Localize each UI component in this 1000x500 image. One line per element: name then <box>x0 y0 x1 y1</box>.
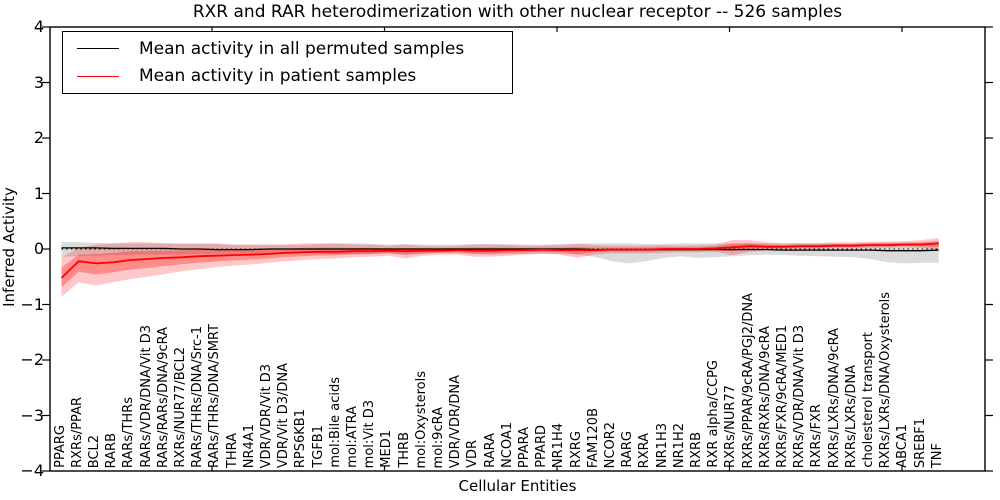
x-tick-label: RARs/RARs/DNA/9cRA <box>155 327 171 468</box>
y-tick-label: −1 <box>20 294 44 314</box>
y-tick-label: −3 <box>20 405 44 425</box>
x-tick-label: ABCA1 <box>895 424 911 468</box>
x-tick-label: mol:Vit D3 <box>362 399 378 468</box>
x-tick-label: NR4A1 <box>241 423 257 468</box>
x-tick-label: RXRs/NUR77/BCL2 <box>172 347 188 468</box>
legend-label-permuted: Mean activity in all permuted samples <box>139 38 465 59</box>
patient-mean-line <box>60 242 939 279</box>
permuted-mean-line <box>61 247 939 252</box>
x-tick-label: RXRs/PPAR/9cRA/PGJ2/DNA <box>740 292 756 469</box>
y-tick-label: 4 <box>33 17 44 36</box>
x-tick-label: THRB <box>396 432 412 468</box>
x-tick-label: RXRA <box>637 432 653 468</box>
x-tick-label: PPARD <box>534 425 550 468</box>
x-tick-label: RXRB <box>688 432 704 468</box>
x-tick-label: RXRs/NUR77 <box>723 385 739 468</box>
x-tick-label: NCOA1 <box>499 422 515 468</box>
patient-line-sample-icon <box>77 75 119 77</box>
x-tick-label: RARB <box>104 432 120 468</box>
y-tick-label: 1 <box>33 183 44 203</box>
x-tick-label: RARs/THRs/DNA/SMRT <box>207 324 223 468</box>
x-tick-label: SREBF1 <box>912 417 928 468</box>
x-tick-label: VDR/Vit D3/DNA <box>276 362 292 468</box>
y-tick-label: −4 <box>20 461 44 480</box>
x-tick-label: RXRs/VDR/DNA/Vit D3 <box>792 324 808 468</box>
x-tick-label: TGFB1 <box>310 425 326 468</box>
x-tick-label: RXRs/RXRs/DNA/9cRA <box>757 325 773 468</box>
x-tick-label: VDR <box>465 440 481 468</box>
x-tick-label: mol:Oxysterols <box>413 370 429 469</box>
x-tick-label: RARG <box>620 431 636 468</box>
x-tick-label: RARs/VDR/DNA/Vit D3 <box>138 325 154 468</box>
x-tick-label: RXRs/LXRs/DNA/Oxysterols <box>878 291 894 468</box>
legend-item-patient: Mean activity in patient samples <box>63 66 512 86</box>
chart-title: RXR and RAR heterodimerization with othe… <box>192 2 843 22</box>
y-tick-label: 3 <box>33 72 44 92</box>
x-tick-label: RXRs/FXR/9cRA/MED1 <box>774 325 790 468</box>
x-tick-label: RXRs/PPAR <box>69 397 85 468</box>
x-tick-label: TNF <box>929 442 945 468</box>
x-tick-label: mol:ATRA <box>344 406 360 468</box>
x-tick-label: mol:9cRA <box>430 406 446 468</box>
axis-tick-marks <box>42 26 993 472</box>
x-tick-label: RXRs/LXRs/DNA <box>843 364 859 468</box>
x-tick-label: MED1 <box>379 430 395 468</box>
legend-item-permuted: Mean activity in all permuted samples <box>63 39 512 59</box>
x-tick-label: RXR alpha/CCPG <box>706 360 722 468</box>
x-tick-label: VDR/VDR/Vit D3 <box>258 363 274 468</box>
x-tick-label: FAM120B <box>585 407 601 468</box>
x-tick-label: NR1H2 <box>671 422 687 468</box>
x-tick-label: RARs/THRs/DNA/Src-1 <box>190 326 206 468</box>
x-tick-label: RXRs/LXRs/DNA/9cRA <box>826 327 842 468</box>
x-tick-label: THRA <box>224 432 240 468</box>
legend: Mean activity in all permuted samples Me… <box>62 31 513 94</box>
x-tick-label: NR1H4 <box>551 422 567 468</box>
y-tick-label: 2 <box>33 128 44 147</box>
x-tick-label: VDR/VDR/DNA <box>448 374 464 468</box>
axes-frame <box>49 26 986 472</box>
x-tick-label: NR1H3 <box>654 422 670 468</box>
x-tick-label: BCL2 <box>86 434 102 468</box>
x-tick-label: PPARG <box>52 425 68 468</box>
y-tick-label: 0 <box>33 239 44 258</box>
x-tick-label: RXRG <box>568 430 584 468</box>
x-tick-label: RARs/THRs <box>121 396 137 468</box>
x-tick-label: RXRs/FXR <box>809 404 825 468</box>
x-tick-label: RARA <box>482 433 498 468</box>
y-tick-label: −2 <box>20 350 44 369</box>
x-tick-label: RPS6KB1 <box>293 408 309 468</box>
legend-label-patient: Mean activity in patient samples <box>139 66 417 87</box>
x-axis-label: Cellular Entities <box>458 477 577 495</box>
x-tick-label: NCOR2 <box>602 421 618 468</box>
x-tick-label: mol:Bile acids <box>327 377 343 468</box>
x-tick-label: cholesterol transport <box>860 332 876 468</box>
permuted-line-sample-icon <box>77 48 119 50</box>
x-tick-label: PPARA <box>516 426 532 468</box>
